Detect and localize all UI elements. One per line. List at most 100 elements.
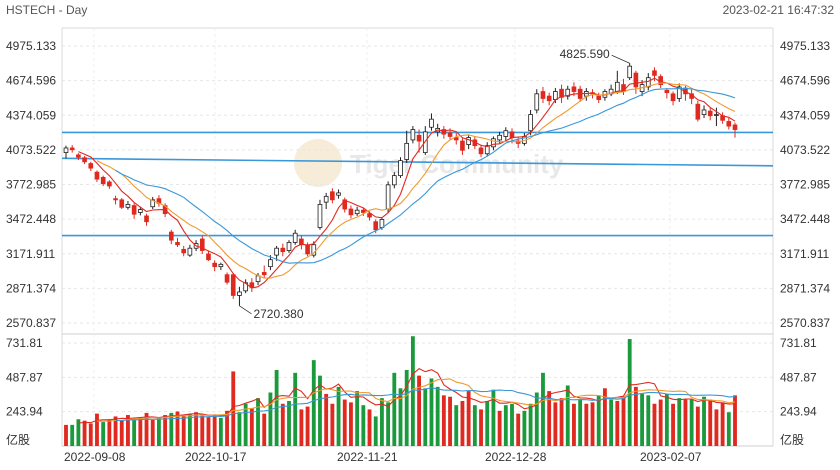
volume-bar-up <box>472 405 477 446</box>
candle-body-down <box>707 110 713 117</box>
volume-bar-up <box>510 403 514 446</box>
candle <box>94 170 100 182</box>
candle-body-down <box>119 199 125 208</box>
moving-averages <box>78 77 736 289</box>
price-tick-right: 3472.448 <box>780 212 830 226</box>
volume-bar-down <box>652 403 657 446</box>
candle-body-down <box>447 132 453 137</box>
date-tick: 2023-02-07 <box>640 450 702 464</box>
candle-body-up <box>553 91 558 100</box>
volume-bar-up <box>534 392 539 446</box>
candle <box>330 188 335 204</box>
candle-body-down <box>664 89 670 94</box>
volume-bar-down <box>460 400 465 446</box>
candle <box>286 240 292 253</box>
volume-bar-up <box>609 399 614 446</box>
volume-bar-up <box>423 388 428 446</box>
candle-body-down <box>100 176 106 185</box>
candle <box>69 145 75 153</box>
candle <box>429 113 434 131</box>
volume-bar-down <box>584 403 589 446</box>
candle <box>633 70 639 94</box>
volume-bar-down <box>559 398 564 446</box>
candle-body-up <box>528 114 533 132</box>
candle-body-down <box>571 86 577 92</box>
candle-body-up <box>398 160 403 177</box>
volume-bar-down <box>733 395 737 446</box>
candle-body-down <box>175 242 180 246</box>
candle-body-down <box>652 70 657 76</box>
candle <box>391 172 397 189</box>
date-tick: 2022-12-28 <box>485 450 547 464</box>
volume-bar-down <box>88 423 93 446</box>
volume-bar-up <box>336 386 341 446</box>
candle-body-down <box>76 154 81 158</box>
candle-body-down <box>224 274 230 283</box>
candle-body-down <box>460 140 465 151</box>
candle <box>361 207 366 216</box>
candle-body-down <box>131 205 137 215</box>
candle-body-up <box>323 195 329 203</box>
candle <box>144 213 149 226</box>
volume-bar-down <box>280 403 285 446</box>
annotation-leader <box>611 54 630 64</box>
volume-bar-up <box>318 375 322 446</box>
candle-body-up <box>410 129 416 141</box>
volume-bar-up <box>578 399 583 446</box>
candle-body-down <box>107 181 112 187</box>
candle-body-down <box>212 262 217 268</box>
candle <box>676 83 682 102</box>
candle <box>76 153 81 161</box>
candle-body-up <box>503 130 509 137</box>
volume-bar-down <box>349 402 353 446</box>
candle-body-down <box>441 129 447 135</box>
candle-body-down <box>726 121 732 127</box>
candle-body-down <box>670 93 676 102</box>
candle <box>528 109 533 136</box>
volume-tick-right: 243.94 <box>780 405 817 419</box>
volume-bar-down <box>305 406 310 446</box>
volume-bar-up <box>293 372 298 446</box>
volume-bar-down <box>695 406 700 446</box>
candle-body-down <box>559 88 564 98</box>
volume-bar-down <box>150 419 155 446</box>
candle-body-down <box>546 95 552 102</box>
candle <box>664 88 670 99</box>
candle <box>478 144 484 158</box>
volume-bar-down <box>671 403 675 446</box>
candle <box>187 244 193 257</box>
volume-bar-down <box>553 402 558 446</box>
candle <box>224 272 230 285</box>
price-tick-left: 2871.374 <box>6 281 56 295</box>
candle <box>336 189 341 199</box>
candle <box>726 118 732 130</box>
volume-bar-down <box>95 413 99 446</box>
volume-bar-down <box>163 415 168 446</box>
candle <box>540 86 546 104</box>
candle <box>100 175 106 186</box>
watermark-logo-icon <box>294 139 342 187</box>
chart-header: HSTECH - Day 2023-02-21 16:47:32 <box>6 3 834 17</box>
volume-bar-up <box>454 405 459 446</box>
volume-bar-down <box>144 412 149 446</box>
candle-body-up <box>292 232 298 243</box>
candle-body-up <box>701 109 707 115</box>
volume-bar-up <box>541 372 545 446</box>
candle <box>82 156 87 165</box>
volume-bar-up <box>491 389 496 446</box>
candle <box>410 126 416 144</box>
high-annotation-label: 4825.590 <box>560 47 610 61</box>
support-lines <box>61 131 774 237</box>
annotation-leader <box>239 305 252 315</box>
candle <box>466 135 471 150</box>
price-axis-right: 4975.133 4674.596 4374.059 4073.522 3772.985… <box>780 39 830 330</box>
candle-body-down <box>416 134 422 142</box>
volume-bar-up <box>429 378 434 446</box>
candle <box>268 255 273 271</box>
volume-bar-down <box>175 411 180 446</box>
volume-bar-up <box>187 414 192 446</box>
volume-bar-up <box>355 391 360 446</box>
candle <box>416 129 422 153</box>
candle-body-down <box>373 221 379 231</box>
